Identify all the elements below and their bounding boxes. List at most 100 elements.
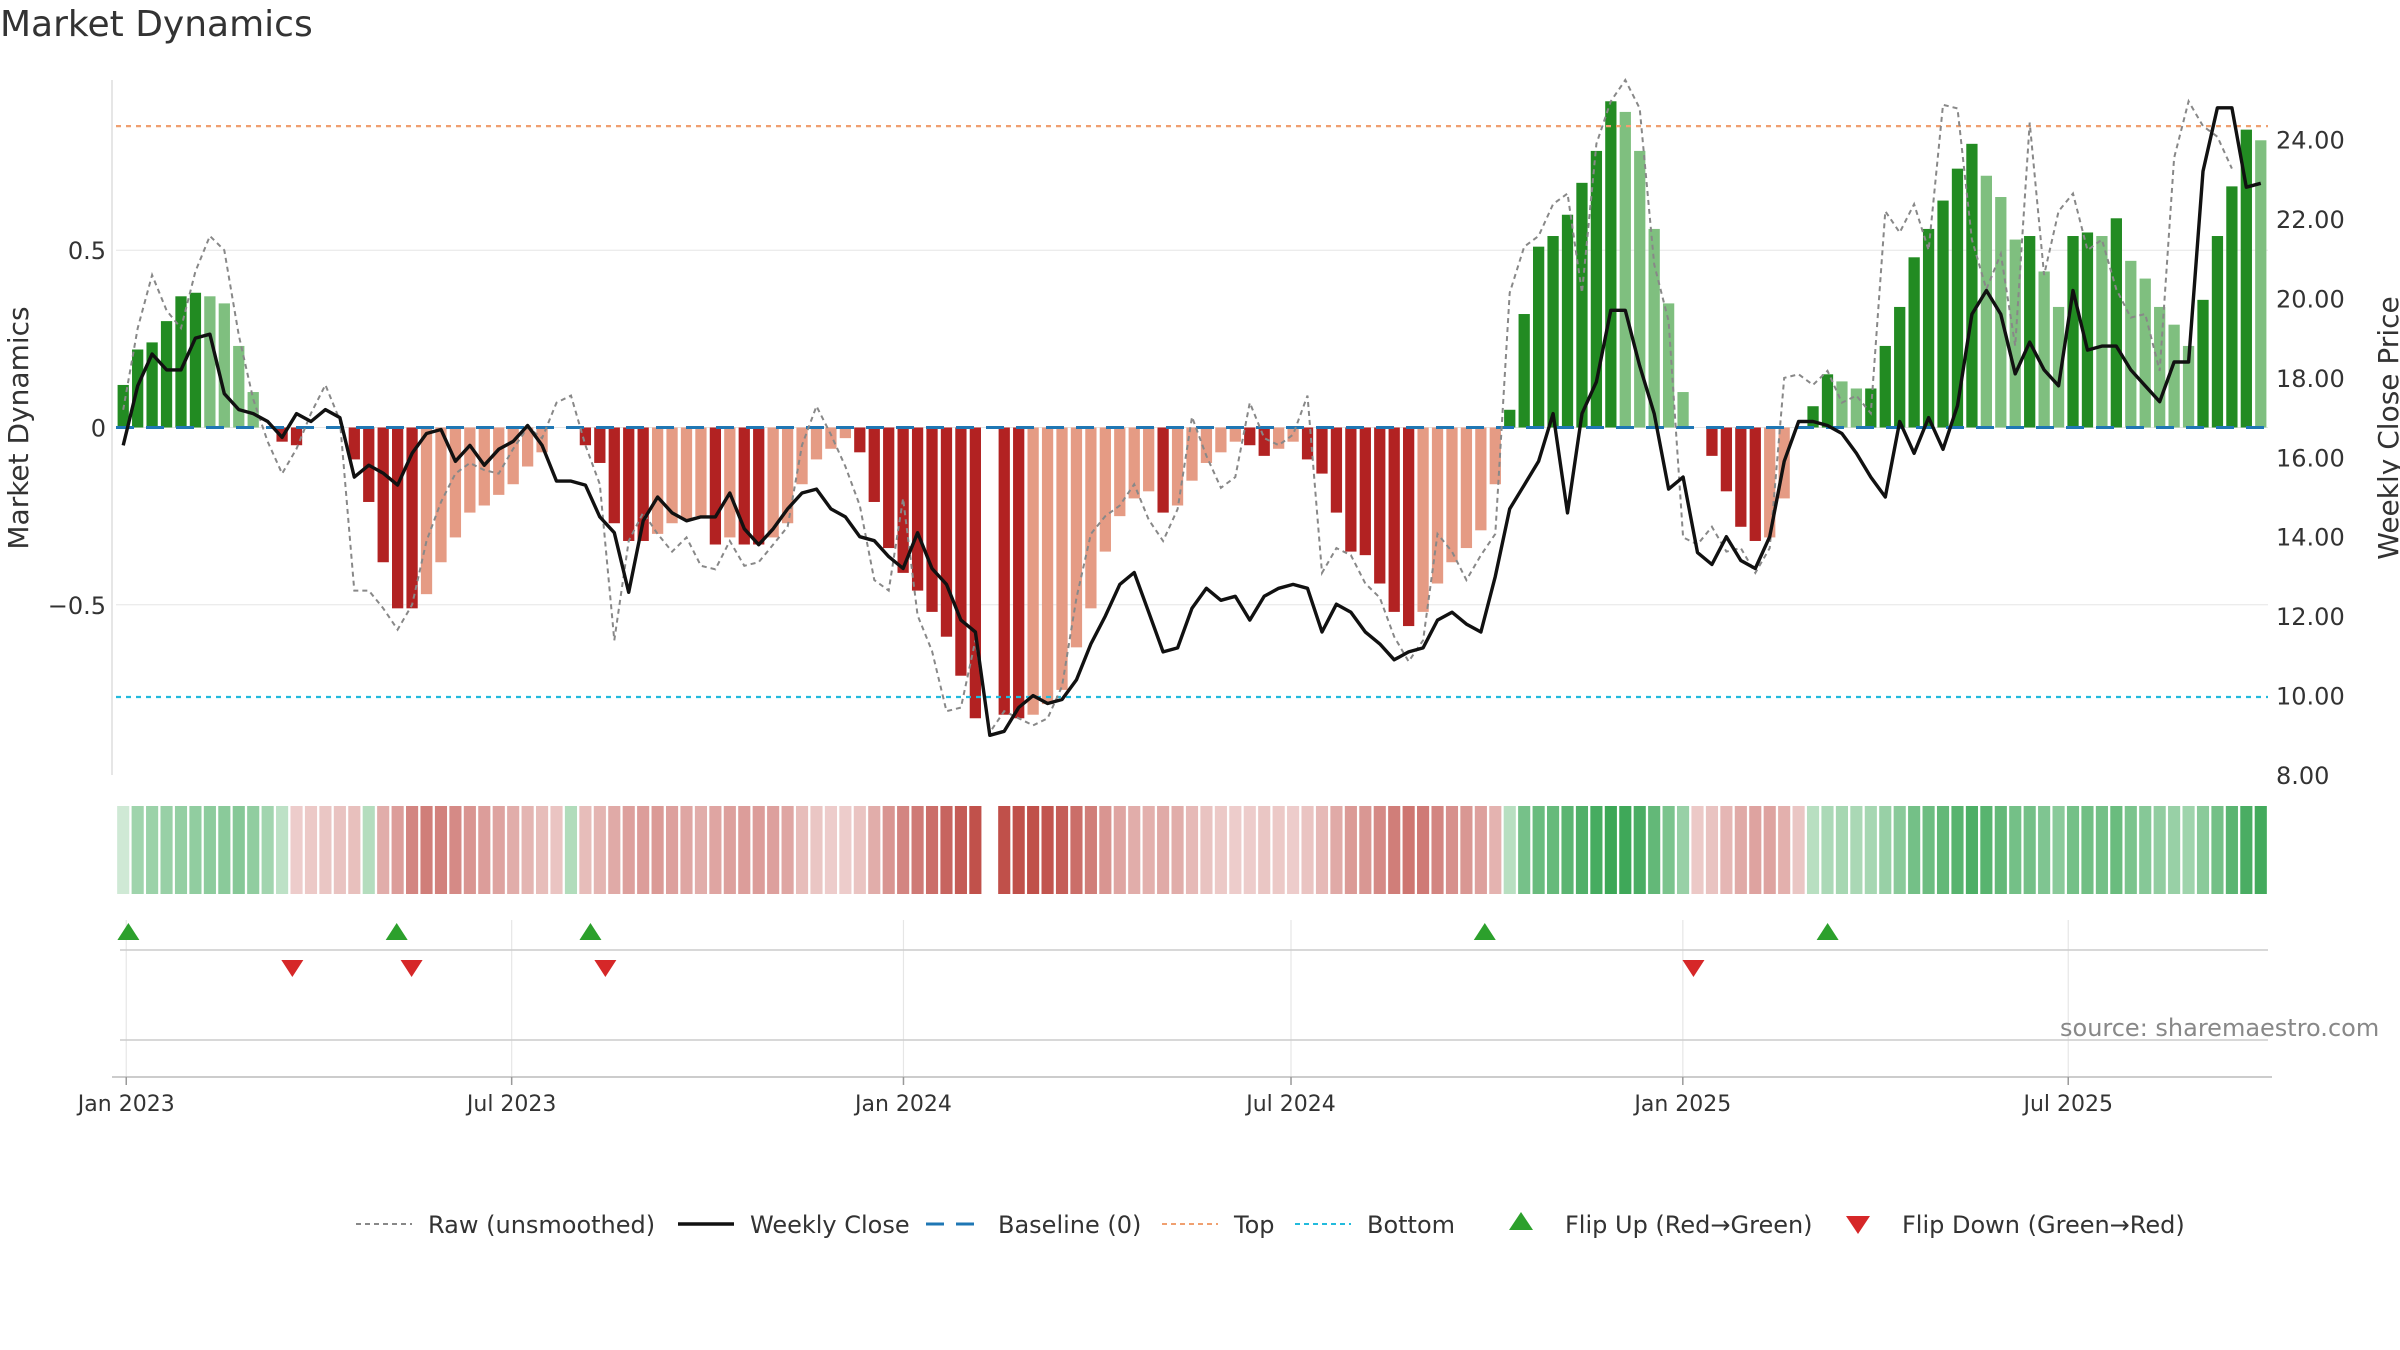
market-dynamics-bar [218,303,230,428]
market-dynamics-bar [666,427,678,524]
market-dynamics-bar [695,427,707,517]
x-tick-label: Jul 2024 [1244,1092,1336,1117]
market-dynamics-bar [1937,200,1949,428]
market-dynamics-bar [464,427,476,513]
market-dynamics-bar [2182,345,2195,428]
flip-down-marker [1682,960,1705,977]
regime-strip-cell [954,806,967,894]
regime-strip-cell [507,806,520,894]
market-dynamics-bar [1215,427,1227,453]
regime-strip-cell [2182,806,2195,894]
market-dynamics-bar [1128,427,1140,499]
market-dynamics-bar [651,427,664,534]
regime-strip-cell [1243,806,1256,894]
regime-strip-cell [1402,806,1415,894]
y2-tick-label: 8.00 [2276,762,2329,790]
market-dynamics-bar [1590,150,1603,428]
regime-strip-cell [2139,806,2152,894]
market-dynamics-bar [1561,214,1574,428]
regime-strip-cell [723,806,736,894]
regime-strip-cell [2240,806,2253,894]
regime-strip-cell [1084,806,1097,894]
regime-strip-cell [1171,806,1184,894]
flip-up-marker [385,923,408,940]
market-dynamics-bar [1865,388,1877,428]
market-dynamics-bar [2009,239,2021,428]
regime-strip-cell [362,806,375,894]
market-dynamics-bar [680,427,693,520]
market-dynamics-bar [146,342,158,428]
regime-strip-cell [1763,806,1776,894]
regime-strip-cell [882,806,895,894]
market-dynamics-bar [781,427,794,524]
market-dynamics-bar [1735,427,1747,527]
legend-label: Baseline (0) [998,1211,1141,1239]
market-dynamics-bar [2240,129,2252,428]
legend-flip-down-icon [1846,1216,1870,1234]
regime-strip-cell [897,806,910,894]
market-dynamics-bar [160,321,173,428]
market-dynamics-bar [753,427,765,545]
flip-down-marker [594,960,617,977]
regime-strip-cell [637,806,650,894]
regime-strip-cell [1691,806,1704,894]
regime-strip-cell [940,806,953,894]
market-dynamics-bar [290,427,303,446]
market-dynamics-bar [1013,427,1025,719]
regime-strip-cell [1344,806,1357,894]
regime-strip-cell [1185,806,1199,894]
market-dynamics-bar [189,292,202,428]
regime-strip-cell [160,806,173,894]
regime-strip-cell [1460,806,1473,894]
regime-strip-cell [709,806,722,894]
regime-strip-cell [463,806,476,894]
market-dynamics-bar [1764,427,1776,538]
regime-strip-cell [665,806,679,894]
market-dynamics-bar [1056,427,1068,690]
regime-strip-cell [1951,806,1964,894]
regime-strip-cell [752,806,765,894]
market-dynamics-bar [1301,427,1314,460]
regime-strip-cell [1936,806,1950,894]
market-dynamics-bar [1359,427,1371,556]
market-dynamics-bar [1908,257,1920,428]
legend: Raw (unsmoothed) Weekly Close Baseline (0)… [356,1211,2185,1239]
regime-strip-cell [1373,806,1386,894]
market-dynamics-bar [348,427,360,460]
regime-strip-cell [2196,806,2210,894]
regime-strip-cell [564,806,578,894]
regime-strip-cell [1503,806,1516,894]
market-dynamics-bar [521,427,534,467]
regime-strip-cell [2052,806,2065,894]
market-dynamics-bar [2139,278,2151,428]
regime-strip-cell [1489,806,1502,894]
market-dynamics-bar [1200,427,1213,463]
regime-strip-cell [1590,806,1603,894]
market-dynamics-bar [1749,427,1761,541]
regime-strip-cell [1561,806,1574,894]
y2-tick-label: 16.00 [2276,444,2345,472]
source-label: source: sharemaestro.com [2060,1014,2380,1042]
y2-tick-label: 24.00 [2276,127,2345,155]
regime-strip-cell [795,806,809,894]
regime-strip-cell [131,806,144,894]
market-dynamics-bar [1648,228,1660,428]
regime-strip-cell [1922,806,1935,894]
regime-strip-cell [203,806,216,894]
flip-down-marker [281,960,304,977]
market-dynamics-bar [1316,427,1328,474]
regime-strip-cell [680,806,693,894]
market-dynamics-bar [709,427,722,545]
market-dynamics-bar [1807,406,1819,428]
market-dynamics-bar [536,427,548,453]
regime-strip-cell [218,806,231,894]
market-dynamics-bar [1403,427,1415,627]
regime-strip-cell [1705,806,1719,894]
market-dynamics-bar [1114,427,1126,517]
market-dynamics-bar [1966,143,1978,428]
market-dynamics-bar [1446,427,1458,563]
regime-strip-cell [2153,806,2166,894]
flip-markers [117,923,1839,977]
market-dynamics-bar [883,427,895,549]
regime-strip-cell [1619,806,1632,894]
